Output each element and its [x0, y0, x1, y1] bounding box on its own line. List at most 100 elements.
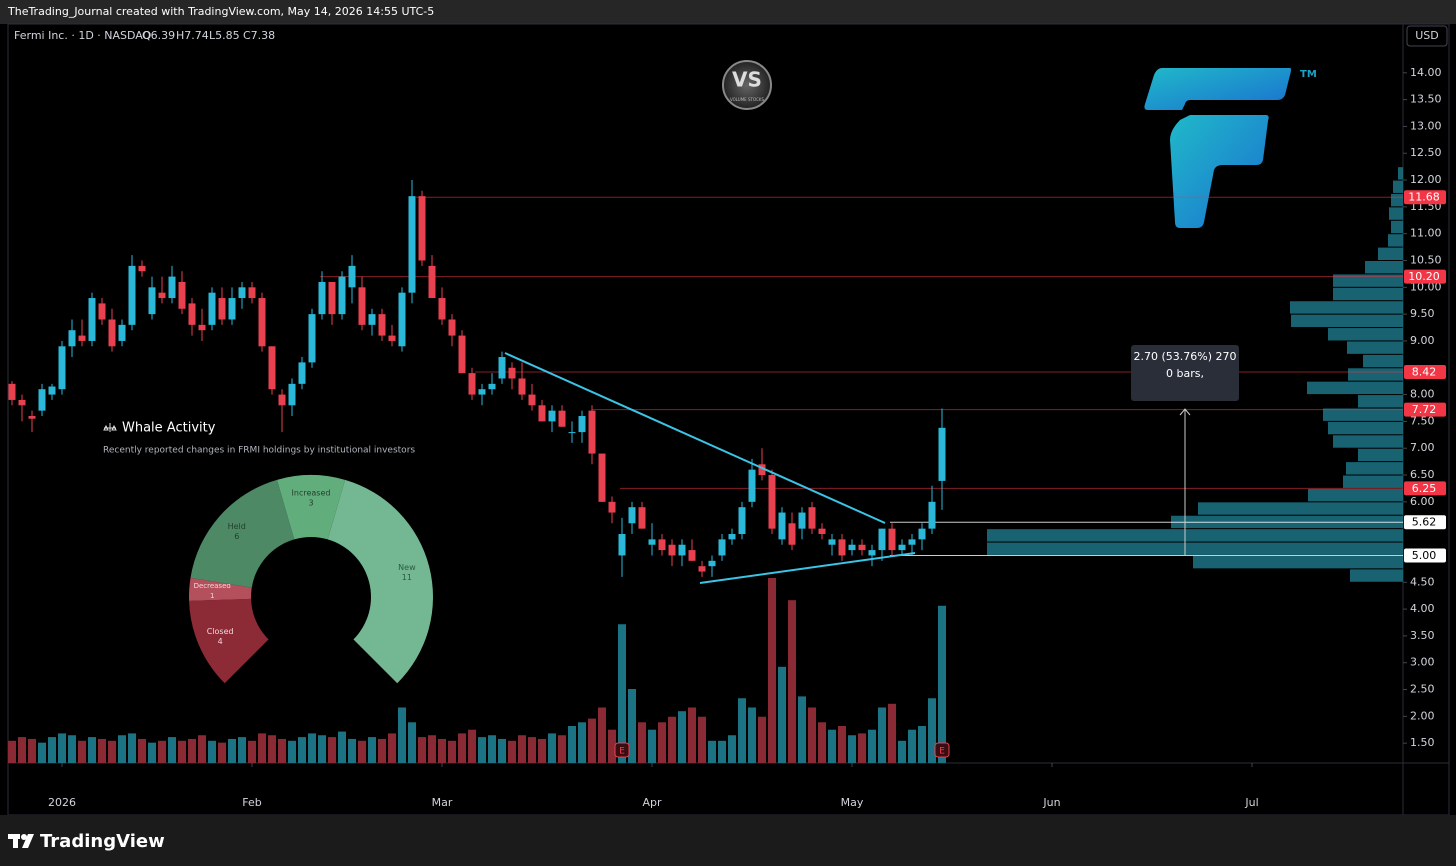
y-tick-label: 7.00 [1410, 441, 1435, 454]
candle-body [808, 507, 816, 529]
candle-body [318, 281, 326, 315]
volume-bar [188, 738, 196, 763]
volume-bar [618, 624, 626, 763]
segment-value: 4 [218, 637, 223, 646]
level-label: 5.62 [1412, 516, 1437, 529]
candle-body [908, 539, 916, 545]
segment-value: 6 [234, 532, 239, 541]
candle-body [818, 528, 826, 535]
profile-bar [1393, 180, 1403, 193]
volume-bar [548, 733, 556, 763]
volume-bar [688, 707, 696, 763]
candle-body [218, 298, 226, 320]
candle-body [688, 550, 696, 561]
profile-bar [1348, 368, 1403, 381]
candle-body [158, 292, 166, 299]
candle-body [268, 346, 276, 390]
high: H7.74 [176, 29, 209, 42]
profile-bar [1290, 301, 1403, 314]
volume-bar [628, 689, 636, 763]
volume-bar [238, 737, 246, 763]
candle-body [698, 566, 706, 572]
volume-bar [738, 698, 746, 763]
segment-value: 11 [402, 573, 412, 582]
volume-bar [698, 716, 706, 763]
volume-bar [578, 722, 586, 763]
volume-bar [88, 737, 96, 763]
trend-line-upper [504, 352, 886, 524]
candle-body [198, 324, 206, 331]
profile-bar [1198, 502, 1403, 515]
volume-bar [598, 707, 606, 763]
profile-bar [1328, 328, 1403, 341]
open: O6.39 [142, 29, 175, 42]
volume-bar [638, 722, 646, 763]
profile-bar [1343, 475, 1403, 488]
profile-bar [1346, 462, 1403, 475]
legend: Fermi Inc. · 1D · NASDAQ O6.39 H7.74 L5.… [14, 29, 275, 42]
donut-segment [190, 479, 295, 588]
y-tick-label: 10.50 [1410, 254, 1442, 267]
volume-bar [248, 740, 256, 763]
volume-bar [68, 735, 76, 763]
volume-bar [918, 726, 926, 763]
volume-bar [858, 733, 866, 763]
segment-name: New [398, 563, 416, 572]
profile-bar [1193, 555, 1403, 569]
candle-body [468, 373, 476, 395]
footer [0, 815, 1456, 866]
currency-button[interactable] [1406, 25, 1448, 47]
candle-body [378, 314, 386, 336]
volume-bar [468, 729, 476, 763]
profile-bar [1347, 341, 1403, 354]
whale-widget: Whale Activity Recently reported changes… [103, 421, 433, 684]
profile-bar [1378, 247, 1403, 261]
volume-bar [878, 707, 886, 763]
f-logo: TM [1144, 68, 1317, 228]
whale-subtitle: Recently reported changes in FRMI holdin… [103, 446, 415, 456]
level-tag [1404, 515, 1446, 530]
volume-bar [488, 735, 496, 763]
volume-bar [368, 737, 376, 763]
volume-bar [78, 740, 86, 763]
volume-bar [118, 735, 126, 763]
y-tick-label: 4.50 [1410, 575, 1435, 588]
volume-bar [808, 707, 816, 763]
y-tick-label: 2.50 [1410, 683, 1435, 696]
candle-body [718, 539, 726, 556]
earnings-marker [934, 742, 950, 758]
candle-body [708, 560, 716, 567]
candle-body [598, 453, 606, 502]
y-tick-label: 14.00 [1410, 66, 1442, 79]
candle-body [768, 475, 776, 529]
candle-body [88, 298, 96, 341]
y-tick-label: 7.50 [1410, 414, 1435, 427]
volume-bar [128, 733, 136, 763]
candle-body [298, 362, 306, 384]
plot: 1.50 2.00 2.50 3.00 3.50 4.00 4.50 6.00 6.50 7.00… [8, 66, 1446, 809]
volume-bar [228, 738, 236, 763]
candle-body [738, 507, 746, 535]
candle-body [868, 550, 876, 556]
volume-bar [28, 738, 36, 763]
volume-bar [398, 707, 406, 763]
level-label: 10.20 [1408, 270, 1440, 283]
level-tag [1404, 402, 1446, 417]
y-tick-label: 13.00 [1410, 119, 1442, 132]
profile-bar [1307, 381, 1403, 395]
volume-bar [568, 726, 576, 763]
level-label: 7.72 [1412, 403, 1437, 416]
candle-body [578, 416, 586, 433]
candle-body [118, 324, 126, 341]
candle-body [248, 287, 256, 299]
currency[interactable]: USD [1415, 29, 1439, 42]
level-label: 8.42 [1412, 366, 1437, 379]
volume-bar [658, 722, 666, 763]
profile-bar [1291, 314, 1403, 328]
volume-bar [388, 733, 396, 763]
candle-body [858, 544, 866, 551]
volume-bar [478, 737, 486, 763]
measure: 2.70 (53.76%) 270 0 bars, [1131, 345, 1239, 555]
y-tick-label: 9.50 [1410, 307, 1435, 320]
candle-body [898, 544, 906, 551]
